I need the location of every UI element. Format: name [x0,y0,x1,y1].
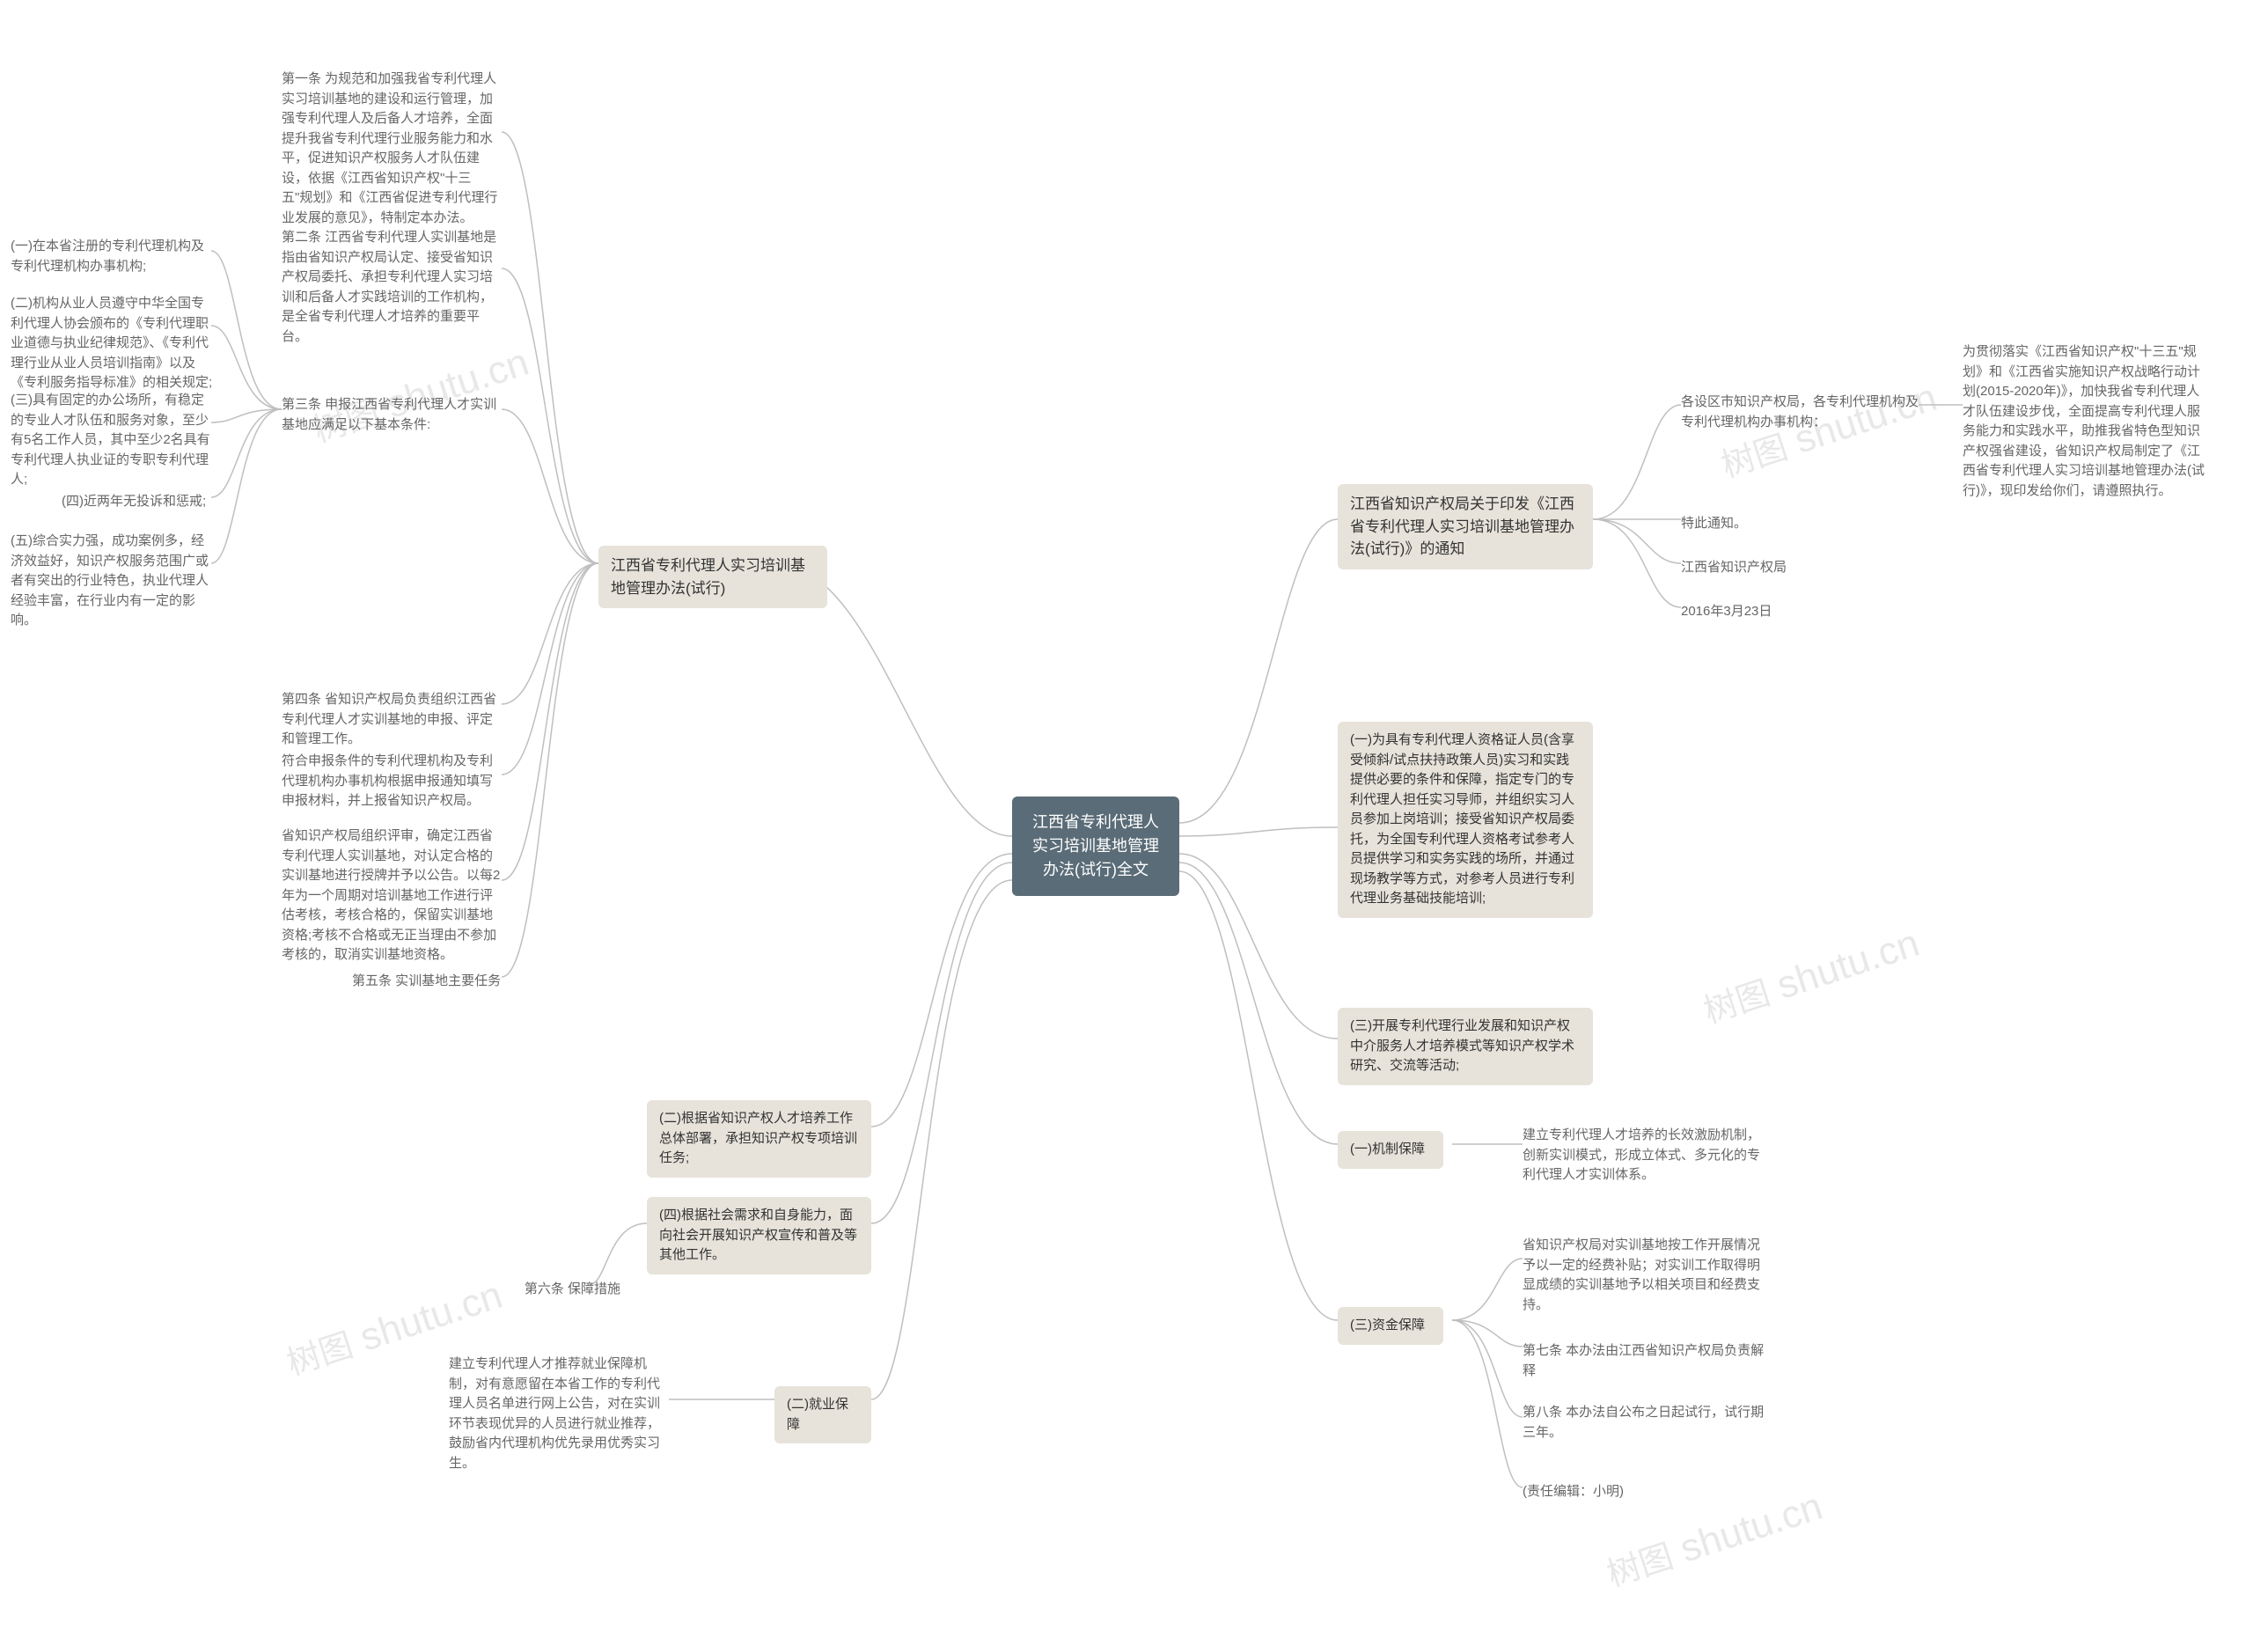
article-2-text: 第二条 江西省专利代理人实训基地是指由省知识产权局认定、接受省知识产权局委托、承… [282,230,496,344]
article-4-text: 第四条 省知识产权局负责组织江西省专利代理人才实训基地的申报、评定和管理工作。 [282,692,496,746]
central-title: 江西省专利代理人实习培训基地管理办法(试行)全文 [1032,813,1159,878]
notice-l3: 江西省知识产权局 [1681,554,1813,582]
sub3-t3-text: 第八条 本办法自公布之日起试行，试行期三年。 [1523,1405,1764,1440]
notice-text-content: 为贯彻落实《江西省知识产权"十三五"规划》和《江西省实施知识产权战略行动计划(2… [1963,344,2205,498]
sub1-text-content: 建立专利代理人才培养的长效激励机制，创新实训模式，形成立体式、多元化的专利代理人… [1523,1127,1760,1182]
art3-item-2: (二)机构从业人员遵守中华全国专利代理人协会颁布的《专利代理职业道德与执业纪律规… [11,290,213,397]
left-main-title: 江西省专利代理人实习培训基地管理办法(试行) [611,557,805,597]
art3-i2-text: (二)机构从业人员遵守中华全国专利代理人协会颁布的《专利代理职业道德与执业纪律规… [11,296,212,390]
article-1-text: 第一条 为规范和加强我省专利代理人实习培训基地的建设和运行管理，加强专利代理人及… [282,71,497,225]
notice-l2: 特此通知。 [1681,510,1769,538]
notice-l2-text: 特此通知。 [1681,516,1747,531]
task-1-text: (一)为具有专利代理人资格证人员(含享受倾斜/试点扶持政策人员)实习和实践提供必… [1350,732,1574,906]
article-3-text: 第三条 申报江西省专利代理人才实训基地应满足以下基本条件: [282,397,496,432]
article-5: 第五条 实训基地主要任务 [352,968,502,995]
article-2: 第二条 江西省专利代理人实训基地是指由省知识产权局认定、接受省知识产权局委托、承… [282,224,502,350]
notice-l3-text: 江西省知识产权局 [1681,560,1787,575]
notice-line1: 各设区市知识产权局，各专利代理机构及专利代理机构办事机构： [1681,389,1919,436]
sub3-t1: 省知识产权局对实训基地按工作开展情况予以一定的经费补贴；对实训工作取得明显成绩的… [1523,1232,1769,1318]
sub1-label: (一)机制保障 [1338,1131,1443,1169]
notice-branch: 江西省知识产权局关于印发《江西省专利代理人实习培训基地管理办法(试行)》的通知 [1338,484,1593,569]
sub2-text: 建立专利代理人才推荐就业保障机制，对有意愿留在本省工作的专利代理人员名单进行网上… [449,1351,669,1477]
watermark: 树图 shutu.cn [1697,917,1925,1032]
task-2: (二)根据省知识产权人才培养工作总体部署，承担知识产权专项培训任务; [647,1100,871,1178]
article-3: 第三条 申报江西省专利代理人才实训基地应满足以下基本条件: [282,392,502,438]
sub2-label: (二)就业保障 [774,1386,871,1443]
sub3-t2-text: 第七条 本办法由江西省知识产权局负责解释 [1523,1343,1764,1378]
sub3-t2: 第七条 本办法由江西省知识产权局负责解释 [1523,1338,1769,1384]
art3-i5-text: (五)综合实力强，成功案例多，经济效益好，知识产权服务范围广或者有突出的行业特色… [11,533,209,628]
article-1: 第一条 为规范和加强我省专利代理人实习培训基地的建设和运行管理，加强专利代理人及… [282,66,502,231]
notice-l4-text: 2016年3月23日 [1681,604,1772,619]
notice-line1-label: 各设区市知识产权局，各专利代理机构及专利代理机构办事机构： [1681,394,1919,430]
sub3-t4-text: (责任编辑：小明) [1523,1484,1624,1499]
notice-l4: 2016年3月23日 [1681,598,1813,626]
art3-item-3: (三)具有固定的办公场所，有稳定的专业人才队伍和服务对象，至少有5名工作人员，其… [11,387,213,494]
sub3-label-text: (三)资金保障 [1350,1318,1425,1333]
article-4a-text: 符合申报条件的专利代理机构及专利代理机构办事机构根据申报通知填写申报材料，并上报… [282,753,493,808]
task-3: (三)开展专利代理行业发展和知识产权中介服务人才培养模式等知识产权学术研究、交流… [1338,1008,1593,1085]
article-4b-text: 省知识产权局组织评审，确定江西省专利代理人实训基地，对认定合格的实训基地进行授牌… [282,828,500,962]
article-4b: 省知识产权局组织评审，确定江西省专利代理人实训基地，对认定合格的实训基地进行授牌… [282,823,502,969]
sub3-t1-text: 省知识产权局对实训基地按工作开展情况予以一定的经费补贴；对实训工作取得明显成绩的… [1523,1237,1760,1312]
task-4: (四)根据社会需求和自身能力，面向社会开展知识产权宣传和普及等其他工作。 [647,1197,871,1274]
article-4a: 符合申报条件的专利代理机构及专利代理机构办事机构根据申报通知填写申报材料，并上报… [282,748,502,815]
article-6-label: 第六条 保障措施 [525,1281,620,1296]
sub3-t4: (责任编辑：小明) [1523,1479,1681,1506]
sub3-label: (三)资金保障 [1338,1307,1443,1345]
left-main-branch: 江西省专利代理人实习培训基地管理办法(试行) [598,546,827,608]
sub2-text-content: 建立专利代理人才推荐就业保障机制，对有意愿留在本省工作的专利代理人员名单进行网上… [449,1356,660,1471]
task-3-text: (三)开展专利代理行业发展和知识产权中介服务人才培养模式等知识产权学术研究、交流… [1350,1018,1574,1073]
article-6: 第六条 保障措施 [515,1276,620,1303]
art3-i3-text: (三)具有固定的办公场所，有稳定的专业人才队伍和服务对象，至少有5名工作人员，其… [11,393,210,487]
task-1: (一)为具有专利代理人资格证人员(含享受倾斜/试点扶持政策人员)实习和实践提供必… [1338,722,1593,918]
task-2-text: (二)根据省知识产权人才培养工作总体部署，承担知识产权专项培训任务; [659,1111,857,1165]
article-5-text: 第五条 实训基地主要任务 [352,973,501,988]
sub3-t3: 第八条 本办法自公布之日起试行，试行期三年。 [1523,1399,1769,1446]
art3-item-4: (四)近两年无投诉和惩戒; [62,488,211,516]
article-4: 第四条 省知识产权局负责组织江西省专利代理人才实训基地的申报、评定和管理工作。 [282,686,502,753]
notice-text: 为贯彻落实《江西省知识产权"十三五"规划》和《江西省实施知识产权战略行动计划(2… [1963,339,2209,504]
sub1-label-text: (一)机制保障 [1350,1142,1425,1156]
sub2-label-text: (二)就业保障 [787,1397,848,1432]
art3-i4-text: (四)近两年无投诉和惩戒; [62,494,206,509]
notice-title: 江西省知识产权局关于印发《江西省专利代理人实习培训基地管理办法(试行)》的通知 [1350,496,1574,557]
art3-item-1: (一)在本省注册的专利代理机构及专利代理机构办事机构; [11,233,213,280]
central-node: 江西省专利代理人实习培训基地管理办法(试行)全文 [1012,797,1179,896]
sub1-text: 建立专利代理人才培养的长效激励机制，创新实训模式，形成立体式、多元化的专利代理人… [1523,1122,1769,1189]
art3-i1-text: (一)在本省注册的专利代理机构及专利代理机构办事机构; [11,239,204,274]
task-4-text: (四)根据社会需求和自身能力，面向社会开展知识产权宣传和普及等其他工作。 [659,1208,857,1262]
art3-item-5: (五)综合实力强，成功案例多，经济效益好，知识产权服务范围广或者有突出的行业特色… [11,528,213,635]
